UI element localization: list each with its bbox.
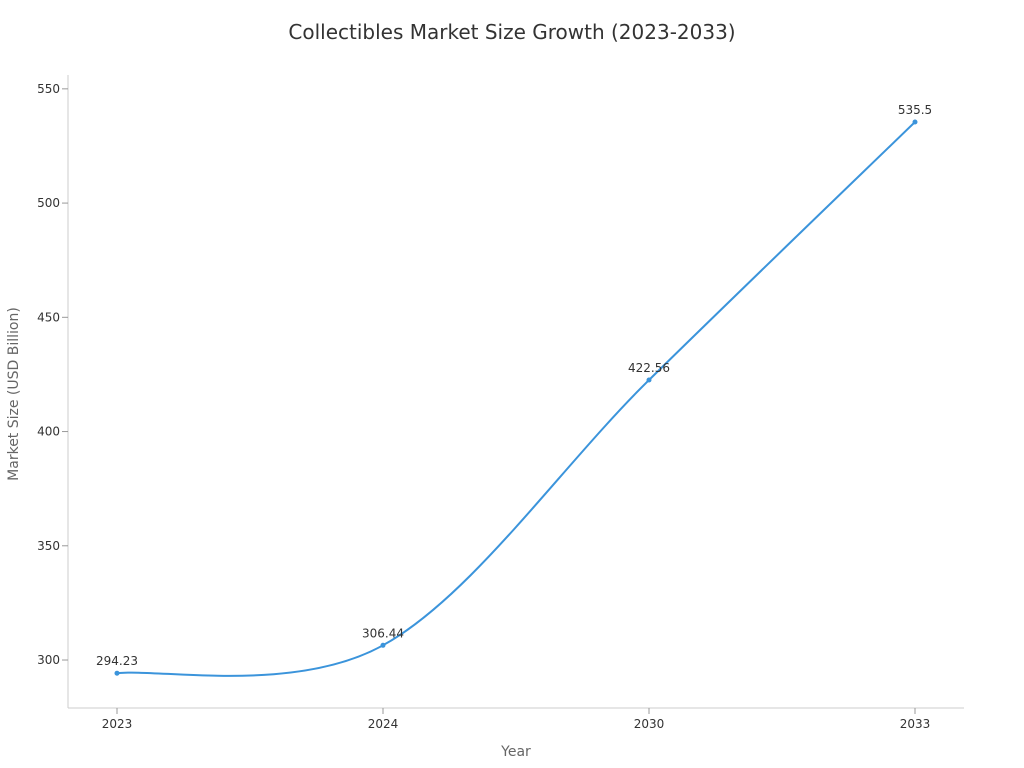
y-tick-label: 300 (37, 653, 60, 667)
chart-title: Collectibles Market Size Growth (2023-20… (288, 20, 736, 44)
x-axis-label: Year (500, 744, 531, 760)
series-lines (116, 121, 916, 677)
x-tick-label: 2030 (634, 717, 665, 731)
x-tick-label: 2024 (368, 717, 399, 731)
x-tick-label: 2033 (900, 717, 931, 731)
series-line (116, 121, 916, 677)
y-axis-label: Market Size (USD Billion) (6, 307, 22, 481)
data-label: 422.56 (628, 361, 670, 375)
data-point (912, 119, 918, 125)
x-tick-label: 2023 (102, 717, 133, 731)
chart-axes (67, 75, 964, 709)
y-tick-label: 450 (37, 310, 60, 324)
data-label: 294.23 (96, 654, 138, 668)
y-tick-label: 500 (37, 196, 60, 210)
data-point (114, 670, 120, 676)
data-points (114, 119, 918, 676)
y-tick-label: 350 (37, 539, 60, 553)
data-point (380, 642, 386, 648)
x-axis-ticks: 2023 2024 2030 2033 (102, 708, 931, 731)
y-tick-label: 550 (37, 82, 60, 96)
data-point (646, 377, 652, 383)
data-labels: 294.23 306.44 422.56 535.5 (96, 103, 932, 668)
y-axis-ticks: 300 350 400 450 500 550 (37, 82, 68, 667)
y-tick-label: 400 (37, 425, 60, 439)
data-label: 306.44 (362, 626, 404, 640)
data-label: 535.5 (898, 103, 932, 117)
